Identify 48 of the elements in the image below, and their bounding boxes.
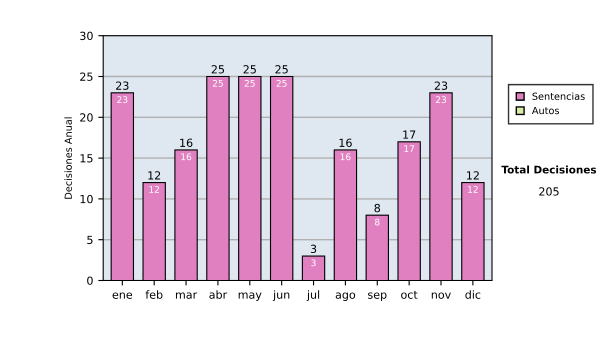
- total-label: 23: [116, 81, 128, 90]
- y-tick-label: 30: [80, 32, 93, 40]
- total-label: 12: [467, 171, 479, 180]
- data-label: 17: [404, 145, 414, 152]
- data-label: 3: [311, 259, 316, 266]
- x-tick-label: mar: [176, 292, 198, 299]
- total-label: 3: [310, 244, 316, 254]
- y-tick-label: 5: [87, 236, 93, 244]
- total-label: 12: [148, 171, 160, 180]
- x-tick-label: feb: [146, 290, 162, 299]
- data-label: 25: [244, 80, 255, 87]
- total-label: 8: [374, 204, 380, 212]
- total-label: 16: [180, 138, 192, 147]
- x-tick-label: ene: [112, 292, 132, 299]
- data-label: 12: [468, 186, 478, 193]
- y-tick-label: 25: [80, 72, 93, 81]
- text: 205: [539, 187, 559, 196]
- x-tick-label: abr: [209, 290, 228, 299]
- y-tick-label: 20: [80, 113, 93, 122]
- x-tick-label: nov: [432, 292, 451, 299]
- data-label: 25: [276, 80, 287, 87]
- total-label: 25: [244, 65, 256, 74]
- legend-label: Sentencias: [532, 92, 585, 100]
- y-tick-label: 15: [80, 154, 93, 162]
- x-tick-label: may: [238, 292, 262, 301]
- total-label: 17: [403, 130, 416, 139]
- y-axis-title: Decisiones Anual: [64, 117, 72, 199]
- data-label: 25: [212, 80, 223, 87]
- data-label: 23: [436, 96, 446, 104]
- total-label: 16: [340, 138, 352, 147]
- y-tick-label: 0: [87, 276, 93, 285]
- total-label: 23: [434, 81, 448, 90]
- x-tick-label: sep: [368, 292, 387, 301]
- data-label: 8: [375, 218, 380, 226]
- legend-label: Autos: [532, 106, 560, 114]
- x-tick-label: jul: [306, 290, 320, 301]
- data-label: 12: [149, 186, 160, 193]
- data-label: 16: [340, 153, 351, 160]
- y-tick-label: 10: [80, 194, 93, 204]
- total-label: 25: [212, 65, 224, 74]
- x-tick-label: dic: [465, 290, 480, 299]
- data-label: 23: [117, 96, 128, 104]
- x-tick-label: oct: [401, 290, 418, 299]
- text: Total Decisiones: [501, 165, 596, 174]
- data-label: 16: [181, 153, 192, 160]
- x-tick-label: ago: [336, 292, 356, 301]
- total-label: 25: [275, 65, 288, 74]
- x-tick-label: jun: [272, 290, 290, 301]
